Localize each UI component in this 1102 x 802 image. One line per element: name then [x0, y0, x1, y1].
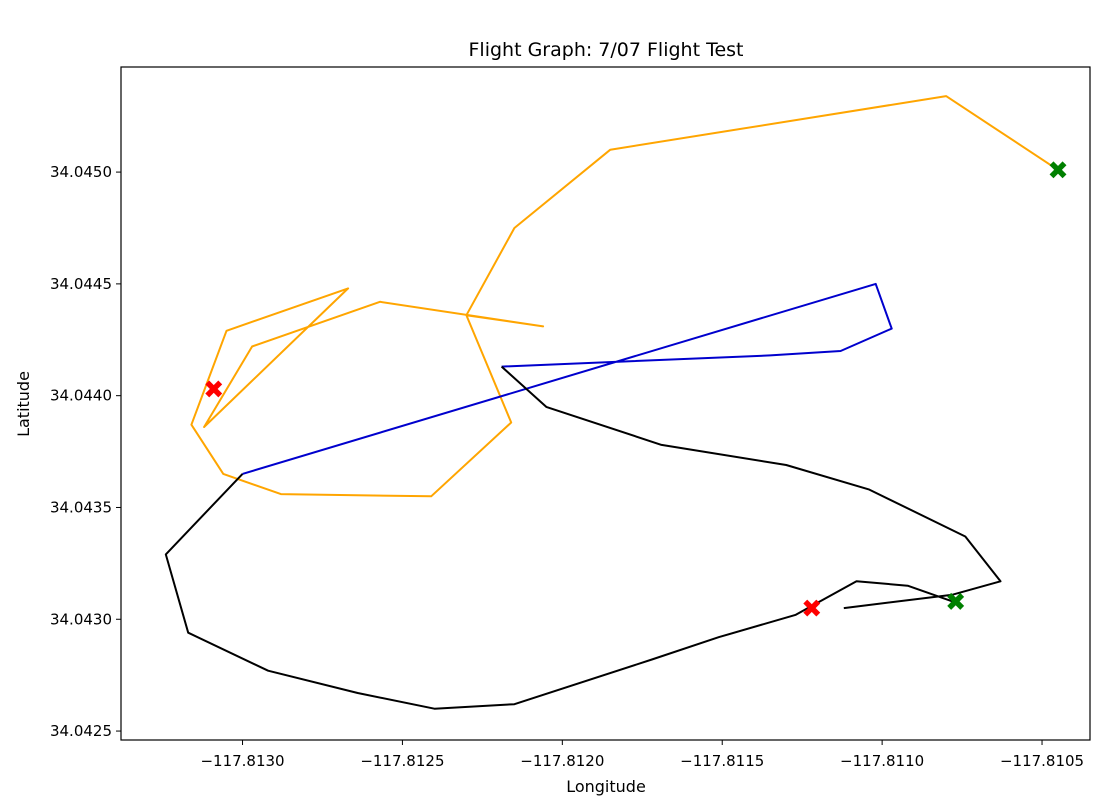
y-tick-label: 34.0440 [50, 387, 112, 405]
y-tick-label: 34.0430 [50, 610, 112, 628]
plot-frame [120, 66, 1091, 741]
x-tick-label: −117.8125 [360, 752, 444, 770]
x-marker-1 [205, 380, 223, 398]
y-tick-label: 34.0445 [50, 275, 112, 293]
y-axis: 34.0425 34.0430 34.0435 34.0440 34.0445 34.04… [50, 163, 121, 740]
x-tick-label: −117.8105 [1000, 752, 1084, 770]
flight-path-series-4 [500, 365, 1002, 610]
x-marker-3 [1049, 161, 1067, 179]
x-marker-2 [803, 599, 821, 617]
y-tick-label: 34.0425 [50, 722, 112, 740]
x-tick-label: −117.8115 [680, 752, 764, 770]
plot-markers [205, 161, 1067, 617]
y-axis-label: Latitude [14, 371, 33, 437]
x-tick-label: −117.8120 [520, 752, 604, 770]
flight-path-series-1 [190, 95, 1059, 498]
y-tick-label: 34.0450 [50, 163, 112, 181]
x-marker-4 [947, 592, 965, 610]
y-tick-label: 34.0435 [50, 498, 112, 516]
flight-path-series-3 [164, 473, 953, 710]
plot-lines [164, 95, 1059, 710]
x-axis-label: Longitude [566, 777, 646, 796]
x-tick-label: −117.8130 [200, 752, 284, 770]
x-axis: −117.8130 −117.8125 −117.8120 −117.8115 −117… [200, 740, 1084, 770]
x-tick-label: −117.8110 [840, 752, 924, 770]
flight-path-series-2 [242, 282, 893, 475]
chart-title: Flight Graph: 7/07 Flight Test [469, 39, 744, 61]
